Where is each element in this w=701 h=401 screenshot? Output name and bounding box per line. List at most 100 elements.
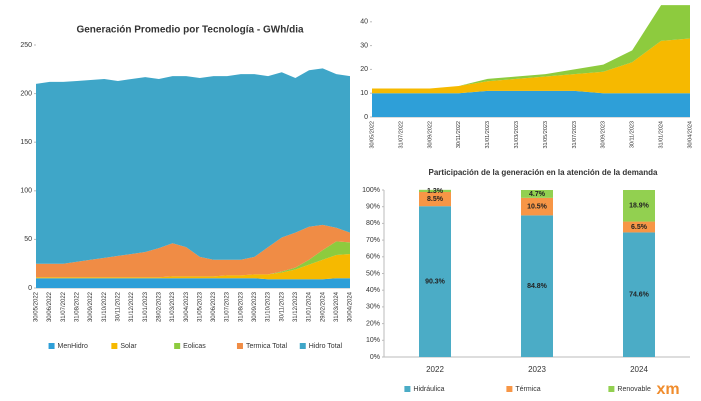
legend-swatch xyxy=(236,343,243,349)
x-tick-label: 28/02/2023 xyxy=(156,291,162,322)
x-tick-label: 31/01/2024 xyxy=(659,121,665,149)
x-tick-label: 31/03/2024 xyxy=(334,291,340,322)
x-tick-label: 2024 xyxy=(630,365,648,374)
x-tick-label: 30/09/2023 xyxy=(601,121,607,149)
legend-label: Hidráulica xyxy=(413,386,444,393)
area xyxy=(372,5,690,89)
legend-swatch xyxy=(174,343,181,349)
y-tick-label: 100 xyxy=(20,188,32,195)
legend-label: Eolicas xyxy=(183,343,206,350)
x-tick-label: 31/10/2023 xyxy=(266,291,272,322)
x-tick-label: 30/11/2022 xyxy=(115,291,121,321)
y-tick-label: 250 xyxy=(20,42,32,49)
area xyxy=(36,278,350,288)
x-tick-label: 31/12/2023 xyxy=(293,291,299,322)
x-tick-label: 31/03/2023 xyxy=(170,291,176,322)
area xyxy=(36,253,350,280)
x-tick-label: 30/06/2022 xyxy=(47,291,53,322)
bar-segment xyxy=(623,190,655,222)
value-label: 74.6% xyxy=(629,292,650,299)
chart-title: Generación Promedio por Tecnología - GWh… xyxy=(76,25,303,36)
x-tick-label: 30/09/2023 xyxy=(252,291,258,322)
y-tick-label: 50% xyxy=(366,270,380,277)
legend-label: Hidro Total xyxy=(309,343,343,350)
y-tick-label: 90% xyxy=(366,204,380,211)
legend-swatch xyxy=(608,386,615,392)
bar-segment xyxy=(623,221,655,233)
value-label: 8.5% xyxy=(427,196,444,203)
x-tick-label: 2022 xyxy=(426,365,444,374)
y-tick-label: 70% xyxy=(366,237,380,244)
y-tick-label: 80% xyxy=(366,220,380,227)
value-label: 18.9% xyxy=(629,203,650,210)
x-tick-label: 30/04/2024 xyxy=(348,291,354,322)
y-tick-label: 10% xyxy=(366,337,380,344)
area xyxy=(372,38,690,94)
legend-swatch xyxy=(404,386,411,392)
value-label: 90.3% xyxy=(425,278,446,285)
y-tick-label: 150 xyxy=(20,139,32,146)
logo: xm xyxy=(656,381,679,398)
x-tick-label: 31/01/2024 xyxy=(307,291,313,322)
x-tick-label: 30/11/2022 xyxy=(456,121,462,148)
y-tick-label: 20 xyxy=(360,66,368,73)
legend-swatch xyxy=(48,343,55,349)
x-tick-label: 31/07/2023 xyxy=(572,121,578,149)
x-tick-label: 31/03/2023 xyxy=(514,121,520,149)
y-tick-label: 0% xyxy=(370,354,380,361)
x-tick-label: 31/08/2022 xyxy=(75,291,81,322)
x-tick-label: 31/08/2023 xyxy=(238,291,244,322)
bar-segment xyxy=(419,192,451,207)
y-tick-label: 60% xyxy=(366,254,380,261)
y-tick-label: 40 xyxy=(360,19,368,26)
y-tick-label: 10 xyxy=(360,90,368,97)
y-tick-label: 50 xyxy=(24,236,32,243)
y-tick-label: 200 xyxy=(20,90,32,97)
legend-label: Solar xyxy=(120,343,137,350)
value-label: 10.5% xyxy=(527,203,548,210)
legend-swatch xyxy=(506,386,513,392)
x-tick-label: 31/07/2023 xyxy=(225,291,231,322)
x-tick-label: 2023 xyxy=(528,365,546,374)
bar-segment xyxy=(521,197,553,216)
bar-segment xyxy=(521,215,553,357)
x-tick-label: 30/04/2024 xyxy=(687,121,693,149)
value-label: 4.7% xyxy=(529,191,546,198)
x-tick-label: 31/07/2022 xyxy=(398,121,404,149)
x-tick-label: 31/12/2022 xyxy=(129,291,135,322)
x-tick-label: 30/11/2023 xyxy=(630,121,636,148)
y-tick-label: 40% xyxy=(366,287,380,294)
legend-label: Renovable xyxy=(617,386,651,393)
x-tick-label: 31/01/2023 xyxy=(485,121,491,149)
x-tick-label: 30/06/2023 xyxy=(211,291,217,322)
x-tick-label: 30/05/2022 xyxy=(369,121,375,149)
x-tick-label: 30/04/2023 xyxy=(184,291,190,322)
legend-label: Termica Total xyxy=(246,343,288,350)
bar-segment xyxy=(521,190,553,198)
x-tick-label: 29/02/2024 xyxy=(320,291,326,322)
area xyxy=(372,90,690,117)
x-tick-label: 30/11/2023 xyxy=(279,291,285,321)
bar-segment xyxy=(623,232,655,357)
x-tick-label: 31/10/2022 xyxy=(102,291,108,322)
area xyxy=(36,224,350,278)
x-tick-label: 30/05/2022 xyxy=(34,291,40,322)
x-tick-label: 31/05/2023 xyxy=(197,291,203,322)
chart-title: Participación de la generación en la ate… xyxy=(429,168,659,177)
y-tick-label: 20% xyxy=(366,320,380,327)
value-label: 1.3% xyxy=(427,188,444,195)
legend-swatch xyxy=(111,343,118,349)
x-tick-label: 30/09/2022 xyxy=(427,121,433,149)
y-tick-label: 30% xyxy=(366,304,380,311)
y-tick-label: 0 xyxy=(364,114,368,121)
legend-label: Térmica xyxy=(515,386,540,393)
value-label: 6.5% xyxy=(631,224,648,231)
legend-swatch xyxy=(299,343,306,349)
bar-segment xyxy=(419,206,451,357)
x-tick-label: 31/07/2022 xyxy=(61,291,67,322)
value-label: 84.8% xyxy=(527,283,548,290)
area xyxy=(36,68,350,264)
x-tick-label: 31/05/2023 xyxy=(543,121,549,149)
legend-label: MenHidro xyxy=(58,343,88,350)
